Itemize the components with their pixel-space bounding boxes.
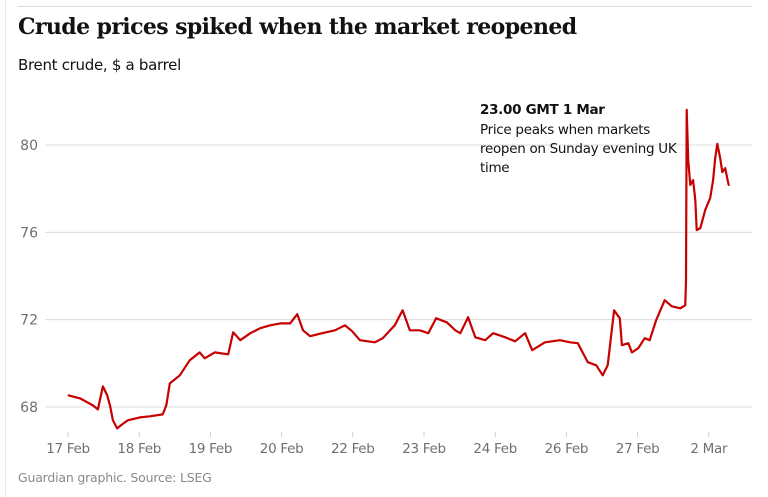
y-tick-label: 72 xyxy=(20,313,38,329)
x-tick-label: 20 Feb xyxy=(260,441,304,457)
x-tick-label: 27 Feb xyxy=(616,441,660,457)
chart-subtitle: Brent crude, $ a barrel xyxy=(18,56,181,74)
annotation-title: 23.00 GMT 1 Mar xyxy=(480,102,605,118)
x-tick-label: 22 Feb xyxy=(331,441,375,457)
x-tick-label: 24 Feb xyxy=(473,441,517,457)
series-line-brent-crude xyxy=(67,108,730,430)
x-axis: 17 Feb 18 Feb 19 Feb 20 Feb 22 Feb 23 Feb 24 F… xyxy=(46,432,728,457)
y-axis: 68 72 76 80 xyxy=(20,138,38,416)
top-rule xyxy=(18,6,752,7)
x-tick-label: 19 Feb xyxy=(189,441,233,457)
y-tick-label: 80 xyxy=(20,138,38,154)
gridlines xyxy=(45,144,752,408)
x-tick-label: 18 Feb xyxy=(117,441,161,457)
annotation-line-3: time xyxy=(480,160,509,176)
x-tick-label: 2 Mar xyxy=(690,441,728,457)
y-tick-label: 76 xyxy=(20,225,38,241)
annotation-line-1: Price peaks when markets xyxy=(480,122,650,138)
series-lines xyxy=(67,108,730,430)
source-note: Guardian graphic. Source: LSEG xyxy=(18,470,212,485)
x-tick-label: 26 Feb xyxy=(545,441,589,457)
y-tick-label: 68 xyxy=(20,400,38,416)
annotation: 23.00 GMT 1 Mar Price peaks when markets… xyxy=(480,102,678,176)
left-border xyxy=(5,0,6,497)
x-tick-label: 23 Feb xyxy=(402,441,446,457)
x-tick-label: 17 Feb xyxy=(46,441,90,457)
annotation-line-2: reopen on Sunday evening UK xyxy=(480,141,678,157)
chart-title: Crude prices spiked when the market reop… xyxy=(18,14,577,40)
